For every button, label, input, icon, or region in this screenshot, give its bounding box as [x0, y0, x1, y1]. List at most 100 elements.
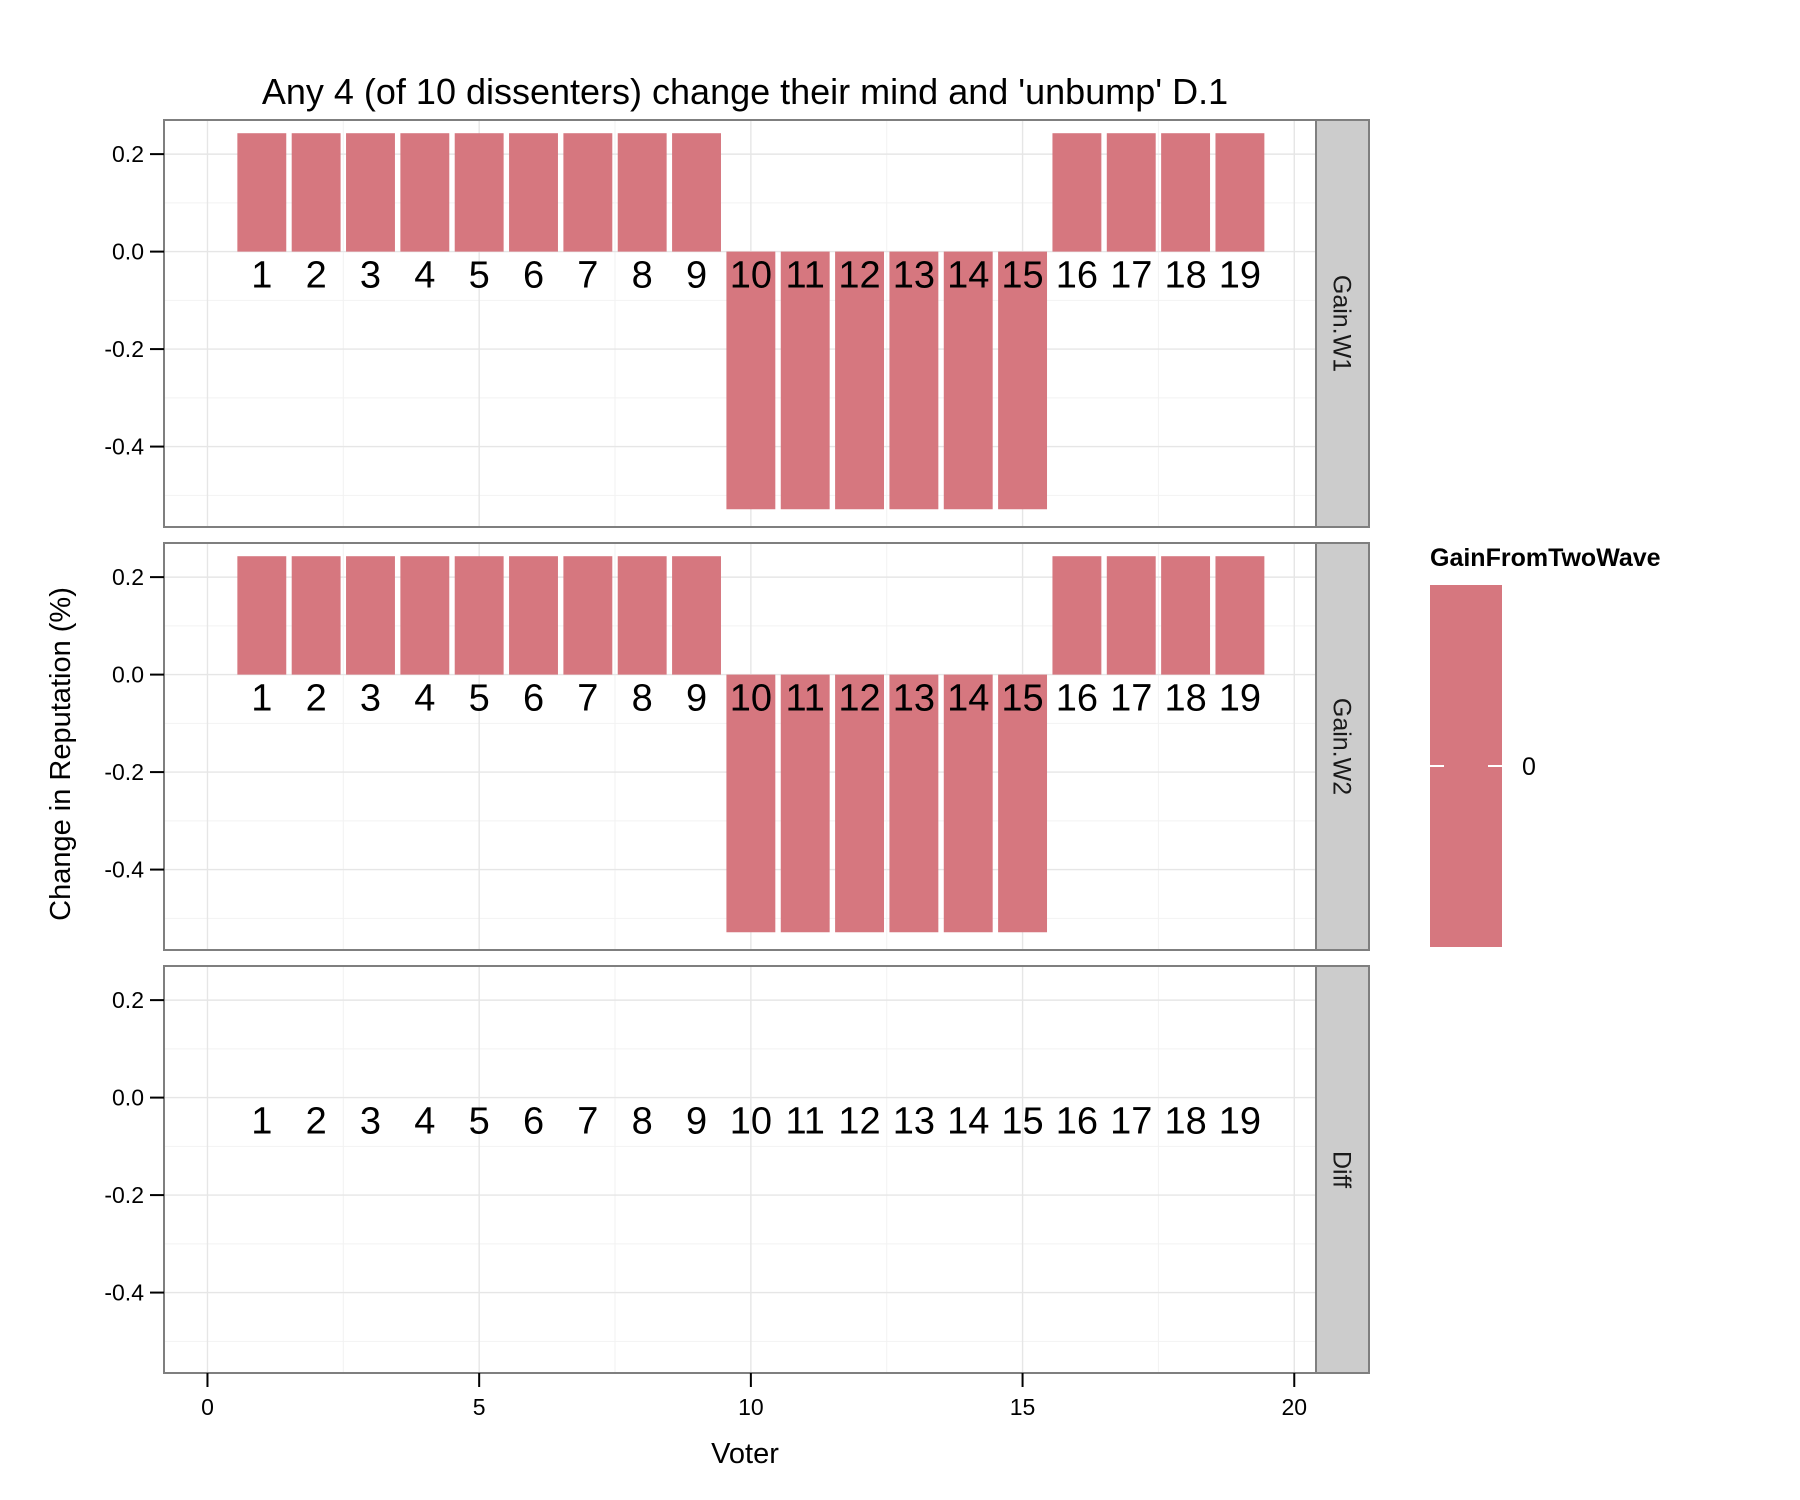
x-tick-label: 10	[738, 1394, 764, 1420]
bar-label: 9	[686, 1101, 707, 1143]
bar-label: 2	[306, 678, 327, 720]
bar-label: 11	[785, 1101, 824, 1143]
bar	[237, 556, 287, 675]
bar-label: 17	[1110, 255, 1152, 297]
y-tick-label: -0.4	[104, 434, 144, 460]
bar-label: 19	[1219, 255, 1261, 297]
bar-label: 12	[838, 678, 880, 720]
bar-label: 5	[469, 255, 490, 297]
bar	[509, 133, 558, 252]
bar	[1052, 133, 1102, 252]
bar	[454, 556, 504, 675]
bar	[1161, 556, 1211, 675]
bar	[454, 133, 504, 252]
bar-label: 11	[785, 255, 824, 297]
bar-label: 4	[414, 255, 435, 297]
bar	[726, 674, 776, 933]
bar-label: 5	[469, 1101, 490, 1143]
bar-label: 17	[1110, 1101, 1152, 1143]
bar-label: 17	[1110, 678, 1152, 720]
bar-label: 10	[730, 255, 772, 297]
x-tick-label: 15	[1010, 1394, 1036, 1420]
bar-label: 3	[360, 678, 381, 720]
bar	[672, 133, 721, 252]
bar	[835, 674, 884, 933]
y-axis-title: Change in Reputation (%)	[45, 587, 77, 921]
bar-label: 1	[251, 678, 272, 720]
bar-label: 6	[523, 1101, 544, 1143]
bar	[780, 251, 830, 510]
bar-label: 9	[686, 678, 707, 720]
bar-label: 1	[251, 1101, 272, 1143]
bar-label: 14	[947, 678, 989, 720]
x-tick-label: 0	[201, 1394, 214, 1420]
bar	[1215, 556, 1265, 675]
y-tick-label: -0.2	[104, 759, 144, 785]
bar-label: 15	[1001, 678, 1043, 720]
bar	[998, 251, 1048, 510]
bar-label: 13	[893, 678, 935, 720]
bar	[943, 674, 993, 933]
bar	[1161, 133, 1211, 252]
bar	[617, 133, 667, 252]
legend: GainFromTwoWave 0	[1430, 544, 1661, 947]
bar-label: 13	[893, 1101, 935, 1143]
x-tick-label: 5	[473, 1394, 486, 1420]
bar-label: 8	[632, 1101, 653, 1143]
bar	[1106, 556, 1156, 675]
bar-label: 16	[1056, 255, 1098, 297]
x-tick-label: 20	[1281, 1394, 1307, 1420]
bar-label: 7	[577, 678, 598, 720]
bar-label: 18	[1164, 255, 1206, 297]
y-tick-label: -0.2	[104, 336, 144, 362]
legend-title: GainFromTwoWave	[1430, 544, 1661, 572]
bar	[617, 556, 667, 675]
panel-background	[164, 966, 1316, 1373]
y-tick-label: -0.4	[104, 857, 144, 883]
bar-label: 4	[414, 1101, 435, 1143]
x-axis-title: Voter	[711, 1438, 779, 1470]
bar-label: 8	[632, 678, 653, 720]
facet-panel-gain-w2: 1 2 3 4 5 6 7 8 9 10 11 12 13 14 15 16 17 18 19 Gain.W20.20…	[104, 542, 1370, 951]
x-axis: 0 5 10 15 20	[201, 1373, 1307, 1420]
bar-label: 6	[523, 255, 544, 297]
bar	[400, 133, 450, 252]
bar	[835, 251, 884, 510]
bar-label: 12	[838, 1101, 880, 1143]
bar	[346, 556, 395, 675]
bar-label: 8	[632, 255, 653, 297]
bar-label: 7	[577, 255, 598, 297]
bar-label: 16	[1056, 1101, 1098, 1143]
facet-strip	[1315, 542, 1370, 951]
bar	[509, 556, 558, 675]
bar	[726, 251, 776, 510]
bar	[346, 133, 395, 252]
bar-label: 11	[785, 678, 824, 720]
bar-label: 14	[947, 255, 989, 297]
bar	[889, 251, 939, 510]
bar-label: 13	[893, 255, 935, 297]
bar-label: 19	[1219, 678, 1261, 720]
y-tick-label: 0.2	[112, 987, 144, 1013]
bar	[237, 133, 287, 252]
legend-label: 0	[1522, 753, 1536, 781]
chart-title: Any 4 (of 10 dissenters) change their mi…	[262, 71, 1228, 112]
y-tick-label: 0.2	[112, 564, 144, 590]
facet-strip	[1315, 119, 1370, 528]
bar-label: 15	[1001, 255, 1043, 297]
bar-label: 2	[306, 1101, 327, 1143]
bar	[563, 556, 613, 675]
facet-panel-diff: 1 2 3 4 5 6 7 8 9 10 11 12 13 14 15 16 17 18 19Diff0.20.0-…	[104, 965, 1370, 1374]
bar-label: 18	[1164, 1101, 1206, 1143]
bar	[672, 556, 721, 675]
y-tick-label: 0.0	[112, 1085, 144, 1111]
bar-label: 5	[469, 678, 490, 720]
bar-label: 3	[360, 255, 381, 297]
bar-label: 1	[251, 255, 272, 297]
bar-label: 4	[414, 678, 435, 720]
bar-label: 12	[838, 255, 880, 297]
y-tick-label: 0.0	[112, 239, 144, 265]
facet-panel-gain-w1: 1 2 3 4 5 6 7 8 9 10 11 12 13 14 15 16 17 18 19 Gain.W10.20…	[104, 119, 1370, 528]
facet-strip-label: Gain.W1	[1328, 275, 1356, 372]
